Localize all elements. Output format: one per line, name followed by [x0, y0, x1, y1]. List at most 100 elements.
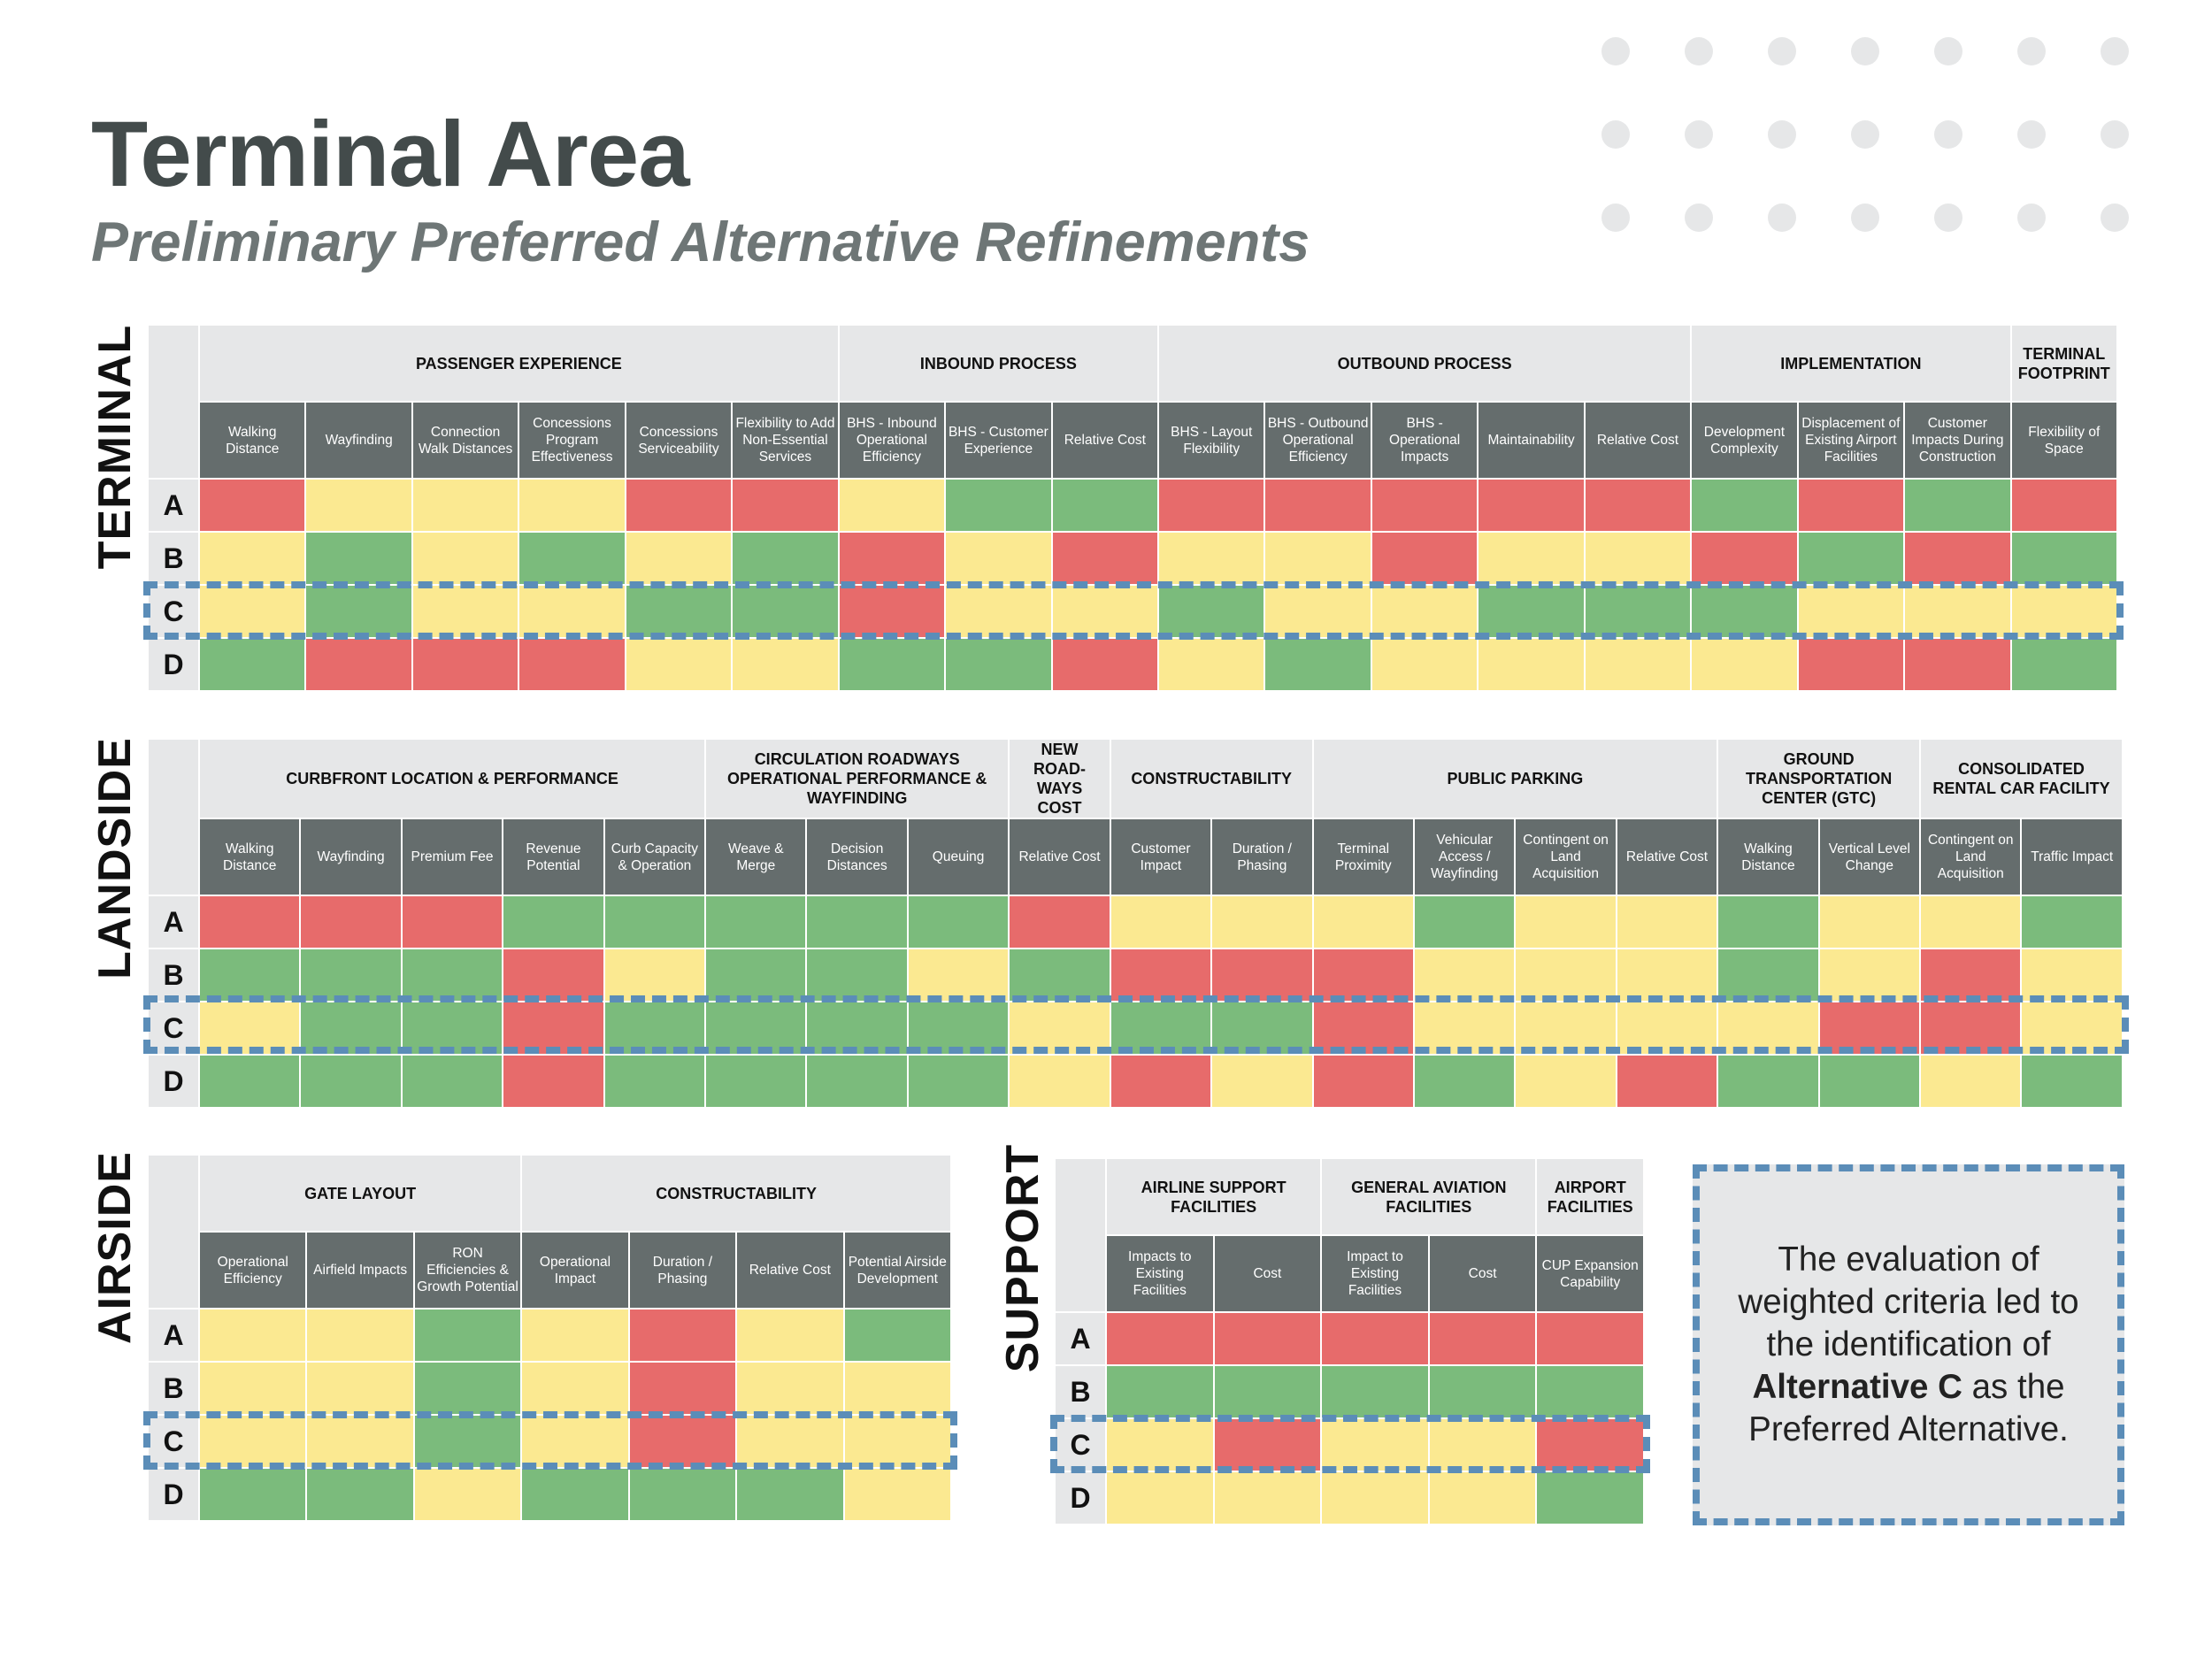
landside-criterion-header: Terminal Proximity: [1313, 819, 1415, 896]
terminal-rating-cell-yellow: [946, 533, 1053, 586]
landside-rating-cell-yellow: [1414, 1002, 1517, 1056]
airside-rating-cell-yellow: [522, 1416, 630, 1469]
landside-criterion-header: Queuing: [908, 819, 1010, 896]
airside-rating-cell-green: [629, 1469, 738, 1522]
airside-rating-cell-yellow: [737, 1363, 845, 1416]
terminal-row-label: A: [149, 480, 200, 533]
terminal-rating-cell-red: [1798, 639, 1906, 692]
support-rating-cell-red: [1214, 1419, 1323, 1472]
landside-rating-cell-yellow: [1516, 896, 1617, 949]
decorative-dot: [1685, 37, 1713, 65]
airside-rating-cell-yellow: [522, 1310, 630, 1363]
support-rating-cell-green: [1429, 1366, 1538, 1419]
landside-rating-cell-green: [1718, 1056, 1820, 1109]
landside-rating-cell-yellow: [1110, 896, 1213, 949]
terminal-rating-cell-yellow: [1692, 639, 1799, 692]
support-row-label: C: [1056, 1419, 1107, 1472]
terminal-alternative-row: B: [149, 533, 2118, 586]
airside-alternative-row: B: [149, 1363, 952, 1416]
support-rating-cell-green: [1214, 1366, 1323, 1419]
landside-category-header: PUBLIC PARKING: [1313, 740, 1719, 819]
airside-rating-cell-yellow: [200, 1416, 308, 1469]
landside-criterion-header: Relative Cost: [1617, 819, 1719, 896]
terminal-alternative-row: C: [149, 586, 2118, 639]
landside-category-header: CURBFRONT LOCATION & PERFORMANCE: [200, 740, 707, 819]
airside-rating-cell-green: [414, 1416, 523, 1469]
landside-rating-cell-yellow: [1313, 896, 1415, 949]
decorative-dot: [2017, 120, 2046, 149]
terminal-rating-cell-red: [839, 586, 947, 639]
decorative-dot: [2017, 37, 2046, 65]
terminal-rating-cell-red: [1585, 480, 1693, 533]
landside-rating-cell-yellow: [1516, 1056, 1617, 1109]
support-alternative-row: D: [1056, 1472, 1645, 1525]
support-category-header: GENERAL AVIATION FACILITIES: [1322, 1159, 1538, 1236]
terminal-rating-cell-green: [733, 533, 840, 586]
terminal-rating-cell-green: [306, 533, 413, 586]
terminal-rating-cell-yellow: [412, 480, 520, 533]
landside-rating-cell-yellow: [1010, 1002, 1111, 1056]
terminal-rating-cell-red: [519, 639, 626, 692]
terminal-rating-cell-yellow: [519, 586, 626, 639]
support-row-label: A: [1056, 1313, 1107, 1366]
landside-criterion-header: Revenue Potential: [503, 819, 605, 896]
landside-rating-cell-red: [1110, 1056, 1213, 1109]
callout-text-pre: The evaluation of weighted criteria led …: [1738, 1240, 2079, 1363]
terminal-rating-cell-yellow: [626, 639, 733, 692]
airside-matrix: GATE LAYOUT CONSTRUCTABILITY Operational E…: [143, 1156, 957, 1523]
support-rating-cell-red: [1537, 1313, 1645, 1366]
decorative-dot: [1851, 120, 1879, 149]
landside-criterion-header: Contingent on Land Acquisition: [1921, 819, 2023, 896]
support-category-header: AIRPORT FACILITIES: [1537, 1159, 1645, 1236]
landside-rating-cell-yellow: [1617, 1002, 1719, 1056]
airside-alternative-row: C: [149, 1416, 952, 1469]
airside-criterion-header: Relative Cost: [737, 1233, 845, 1310]
support-rating-cell-green: [1537, 1366, 1645, 1419]
airside-criterion-header: Potential Airside Development: [844, 1233, 952, 1310]
landside-rating-cell-yellow: [1010, 1056, 1111, 1109]
callout-text-post: as the Preferred Alternative.: [1748, 1368, 2069, 1448]
landside-rating-cell-green: [706, 1056, 808, 1109]
airside-rating-cell-yellow: [844, 1416, 952, 1469]
terminal-rating-cell-green: [2011, 533, 2118, 586]
landside-rating-cell-green: [1718, 896, 1820, 949]
landside-rating-cell-green: [301, 949, 403, 1002]
terminal-rating-cell-green: [306, 586, 413, 639]
terminal-rating-cell-yellow: [2011, 586, 2118, 639]
decorative-dot: [1851, 204, 1879, 232]
decorative-dot: [1934, 37, 1962, 65]
landside-criterion-header: Curb Capacity & Operation: [604, 819, 707, 896]
landside-rating-cell-green: [2022, 896, 2124, 949]
decorative-dot-grid: [1601, 37, 2168, 232]
landside-rating-cell-green: [1110, 1002, 1213, 1056]
landside-rating-cell-yellow: [604, 949, 707, 1002]
terminal-criterion-header: Maintainability: [1479, 403, 1586, 480]
landside-rating-cell-green: [1718, 949, 1820, 1002]
support-rating-cell-green: [1537, 1472, 1645, 1525]
landside-rating-cell-red: [1921, 949, 2023, 1002]
terminal-criterion-header: Relative Cost: [1585, 403, 1693, 480]
support-rating-cell-red: [1214, 1313, 1323, 1366]
landside-rating-cell-green: [604, 896, 707, 949]
landside-criterion-header: Traffic Impact: [2022, 819, 2124, 896]
terminal-criterion-header: BHS - Inbound Operational Efficiency: [839, 403, 947, 480]
landside-rating-cell-red: [301, 896, 403, 949]
terminal-rating-cell-yellow: [839, 480, 947, 533]
terminal-corner-cell: [149, 326, 200, 480]
landside-rating-cell-yellow: [1617, 949, 1719, 1002]
terminal-criterion-header: BHS - Outbound Operational Efficiency: [1265, 403, 1372, 480]
section-label-landside: LANDSIDE: [89, 737, 141, 979]
landside-criterion-header: Walking Distance: [200, 819, 302, 896]
landside-rating-cell-green: [200, 1056, 302, 1109]
support-criterion-header: CUP Expansion Capability: [1537, 1236, 1645, 1313]
terminal-rating-cell-yellow: [1585, 533, 1693, 586]
landside-rating-cell-green: [908, 1002, 1010, 1056]
terminal-rating-cell-green: [1159, 586, 1266, 639]
airside-rating-cell-yellow: [737, 1310, 845, 1363]
landside-rating-cell-yellow: [1819, 949, 1922, 1002]
landside-criterion-header: Decision Distances: [807, 819, 909, 896]
landside-criterion-header: Duration / Phasing: [1212, 819, 1314, 896]
landside-alternative-row: A: [149, 896, 2124, 949]
landside-criterion-header: Contingent on Land Acquisition: [1516, 819, 1617, 896]
landside-rating-cell-red: [200, 896, 302, 949]
